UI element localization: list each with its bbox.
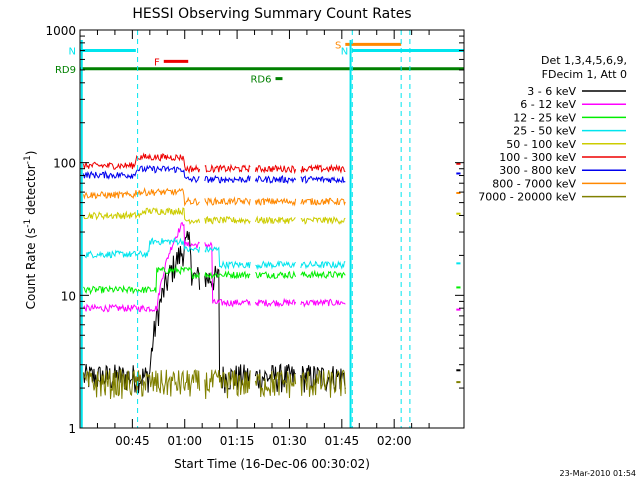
series-line-8 (83, 186, 346, 207)
legend-label-3: 12 - 25 keV (513, 111, 576, 124)
y-axis-label: Count Rate (s-1 detector-1) (23, 151, 38, 310)
flag-label-1: N (69, 47, 76, 58)
series-line-4 (83, 237, 346, 271)
flag-label-6: RD6 (250, 75, 271, 86)
flag-label-3: F (154, 57, 160, 68)
axis-layer: 1 10 100 1000 00:45 01:00 01:15 01:30 01:45 02:00 (45, 24, 465, 448)
series-line-3 (83, 265, 346, 296)
legend-label-6: 100 - 300 keV (499, 151, 576, 164)
legend-label-4: 25 - 50 keV (513, 125, 576, 138)
series-line-6 (83, 152, 346, 175)
legend-label-2: 6 - 12 keV (520, 98, 576, 111)
x-tick-label: 00:45 (115, 434, 150, 448)
legend-label-8: 800 - 7000 keV (492, 177, 576, 190)
legend-label-9: 7000 - 20000 keV (478, 191, 576, 204)
y-tick-label: 100 (53, 157, 76, 171)
legend-label-5: 50 - 100 keV (506, 138, 576, 151)
x-tick-label: 01:30 (272, 434, 307, 448)
x-tick-label: 01:15 (220, 434, 255, 448)
y-tick-label: 1000 (45, 24, 76, 38)
series-line-2 (83, 221, 346, 313)
chart-title: HESSI Observing Summary Count Rates (132, 6, 411, 22)
y-tick-label: 1 (68, 422, 76, 436)
series-line-7 (83, 164, 346, 185)
legend-label-1: 3 - 6 keV (527, 85, 576, 98)
x-tick-label: 01:00 (167, 434, 202, 448)
legend: Det 1,3,4,5,6,9, FDecim 1, Att 0 3 - 6 k… (478, 54, 627, 204)
flag-label-5: RD9 (55, 65, 76, 76)
flag-label-2: N (341, 47, 348, 58)
x-axis-label: Start Time (16-Dec-06 00:30:02) (174, 457, 370, 471)
series-line-5 (83, 207, 346, 225)
flags-layer: N N F S RD9 RD6 (55, 30, 465, 428)
legend-header-line-1: Det 1,3,4,5,6,9, (541, 54, 627, 67)
x-tick-label: 02:00 (377, 434, 412, 448)
series-layer (83, 152, 461, 400)
footer-date: 23-Mar-2010 01:54 (560, 469, 637, 478)
x-tick-label: 01:45 (325, 434, 360, 448)
series-line-9 (83, 369, 346, 400)
legend-header-line-2: FDecim 1, Att 0 (542, 68, 627, 81)
legend-label-7: 300 - 800 keV (499, 164, 576, 177)
flag-label-4: S (335, 40, 341, 51)
y-tick-label: 10 (61, 289, 76, 303)
